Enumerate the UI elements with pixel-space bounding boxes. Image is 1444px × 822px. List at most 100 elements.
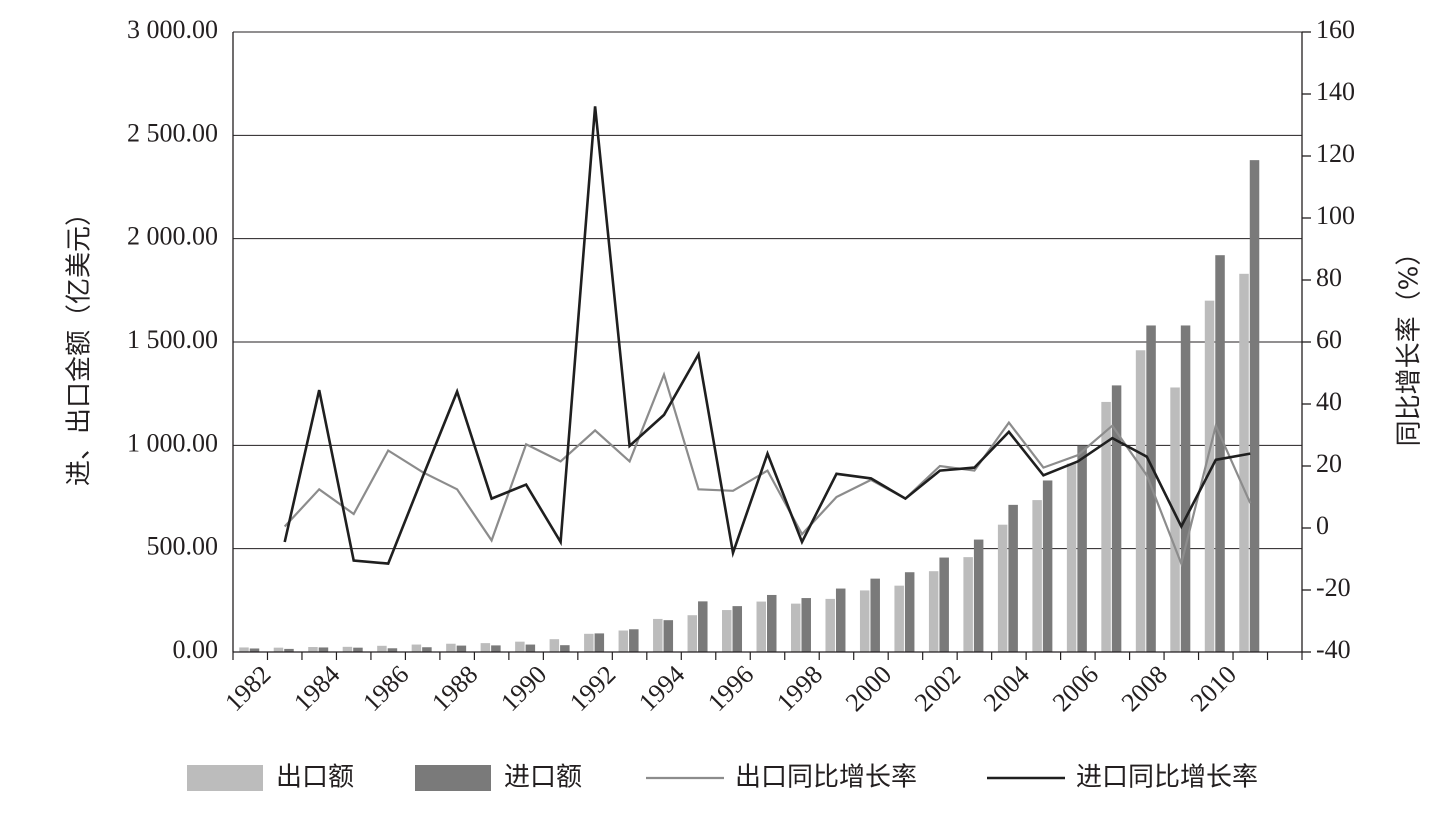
- bar-export-1991: [549, 639, 560, 652]
- bar-import-1996: [732, 606, 743, 652]
- bar-import-2007: [1111, 385, 1122, 652]
- bar-export-2009: [1170, 387, 1180, 652]
- x-tick-label: 1984: [288, 660, 345, 717]
- left-tick-label: 3 000.00: [127, 15, 218, 44]
- bar-export-1984: [308, 647, 318, 652]
- bar-import-1997: [767, 594, 777, 652]
- x-axis-ticks: 1982 1984 1986 1988 1990 1992 1994 1996 1998 2000…: [219, 652, 1303, 717]
- right-tick-label: 20: [1316, 449, 1342, 478]
- right-tick-label: -40: [1316, 635, 1351, 664]
- x-tick-label: 1982: [219, 660, 276, 717]
- bar-import-2005: [1042, 480, 1053, 652]
- bar-import-1999: [835, 588, 846, 652]
- bar-export-2008: [1135, 350, 1146, 652]
- bar-import-2003: [973, 539, 984, 652]
- x-tick-label: 2002: [909, 660, 966, 717]
- right-tick-label: 140: [1316, 77, 1355, 106]
- bar-export-1985: [342, 646, 353, 652]
- bar-export-2001: [894, 585, 904, 652]
- right-tick-label: 80: [1316, 263, 1342, 292]
- bar-export-1987: [411, 644, 422, 652]
- bar-export-2005: [1032, 500, 1042, 652]
- bar-import-1994: [663, 620, 674, 652]
- right-axis-title: 同比增长率（%）: [1395, 240, 1425, 447]
- bar-import-2002: [939, 557, 949, 652]
- bar-import-1993: [629, 629, 639, 652]
- right-tick-label: 40: [1316, 387, 1342, 416]
- bar-export-1988: [446, 643, 456, 652]
- bar-export-1992: [584, 633, 594, 652]
- bar-export-1983: [273, 647, 284, 652]
- bar-export-1995: [687, 615, 698, 652]
- growth-lines: [283, 106, 1252, 568]
- bar-import-2006: [1077, 445, 1087, 652]
- x-tick-label: 1998: [771, 660, 828, 717]
- bar-export-1997: [756, 601, 766, 652]
- bar-import-2010: [1215, 255, 1225, 652]
- export-growth-line: [283, 371, 1252, 568]
- bar-import-1986: [387, 648, 398, 652]
- legend-swatch: [415, 765, 491, 791]
- bar-export-2011: [1239, 273, 1249, 652]
- bar-export-2010: [1204, 300, 1215, 652]
- x-tick-label: 1990: [495, 660, 552, 717]
- import-growth-line: [283, 106, 1251, 565]
- bar-export-1998: [790, 603, 801, 652]
- bar-export-1996: [722, 610, 732, 652]
- x-tick-label: 2010: [1185, 660, 1242, 717]
- bar-export-2000: [859, 590, 870, 652]
- bar-export-2006: [1066, 463, 1077, 652]
- x-tick-label: 2008: [1116, 660, 1173, 717]
- right-tick-label: 160: [1316, 15, 1355, 44]
- bar-import-1983: [284, 648, 294, 652]
- left-tick-label: 0.00: [173, 635, 219, 664]
- bar-import-2011: [1249, 160, 1260, 652]
- bar-export-1999: [825, 598, 835, 652]
- left-tick-label: 1 000.00: [127, 428, 218, 457]
- bar-export-1994: [653, 618, 663, 652]
- bar-import-1991: [560, 645, 570, 652]
- x-tick-label: 1992: [564, 660, 621, 717]
- right-tick-label: 60: [1316, 325, 1342, 354]
- bar-import-1984: [318, 647, 329, 652]
- right-tick-label: 0: [1316, 511, 1329, 540]
- x-tick-label: 2006: [1047, 660, 1104, 717]
- bar-import-1987: [422, 647, 432, 652]
- bars: [239, 160, 1260, 652]
- bar-export-2003: [963, 557, 973, 652]
- bar-import-1988: [456, 645, 467, 652]
- bar-import-1989: [491, 645, 501, 652]
- right-tick-label: 120: [1316, 139, 1355, 168]
- x-tick-label: 1994: [633, 660, 690, 717]
- bar-import-2000: [870, 578, 880, 652]
- right-tick-label: 100: [1316, 201, 1355, 230]
- legend: 出口额 进口额 出口同比增长率 进口同比增长率: [187, 763, 1258, 793]
- x-tick-label: 1996: [702, 660, 759, 717]
- left-axis-ticks: 0.00 500.00 1 000.00 1 500.00 2 000.00 2 500.…: [127, 15, 218, 664]
- left-tick-label: 2 000.00: [127, 222, 218, 251]
- bar-import-1982: [249, 648, 260, 652]
- bar-export-1993: [618, 630, 629, 652]
- left-tick-label: 500.00: [147, 532, 219, 561]
- bar-import-1985: [353, 647, 363, 652]
- left-axis-title: 进、出口金额（亿美元）: [65, 200, 95, 486]
- bar-export-2004: [997, 524, 1008, 652]
- legend-label: 出口额: [276, 763, 354, 793]
- legend-swatch: [187, 765, 263, 791]
- x-tick-label: 2000: [840, 660, 897, 717]
- bar-import-1998: [801, 598, 811, 652]
- bar-export-1986: [377, 645, 387, 652]
- x-tick-label: 2004: [978, 660, 1035, 717]
- bar-import-1995: [698, 601, 708, 652]
- bar-import-1990: [525, 644, 536, 652]
- legend-label: 进口同比增长率: [1076, 763, 1258, 793]
- bar-export-2007: [1101, 401, 1111, 652]
- legend-label: 进口额: [504, 763, 582, 793]
- bar-import-2009: [1180, 325, 1191, 652]
- bar-export-1989: [480, 643, 491, 652]
- gridlines: [233, 31, 1302, 550]
- x-tick-label: 1986: [357, 660, 414, 717]
- bar-export-2002: [928, 571, 939, 652]
- bar-import-2004: [1008, 504, 1018, 652]
